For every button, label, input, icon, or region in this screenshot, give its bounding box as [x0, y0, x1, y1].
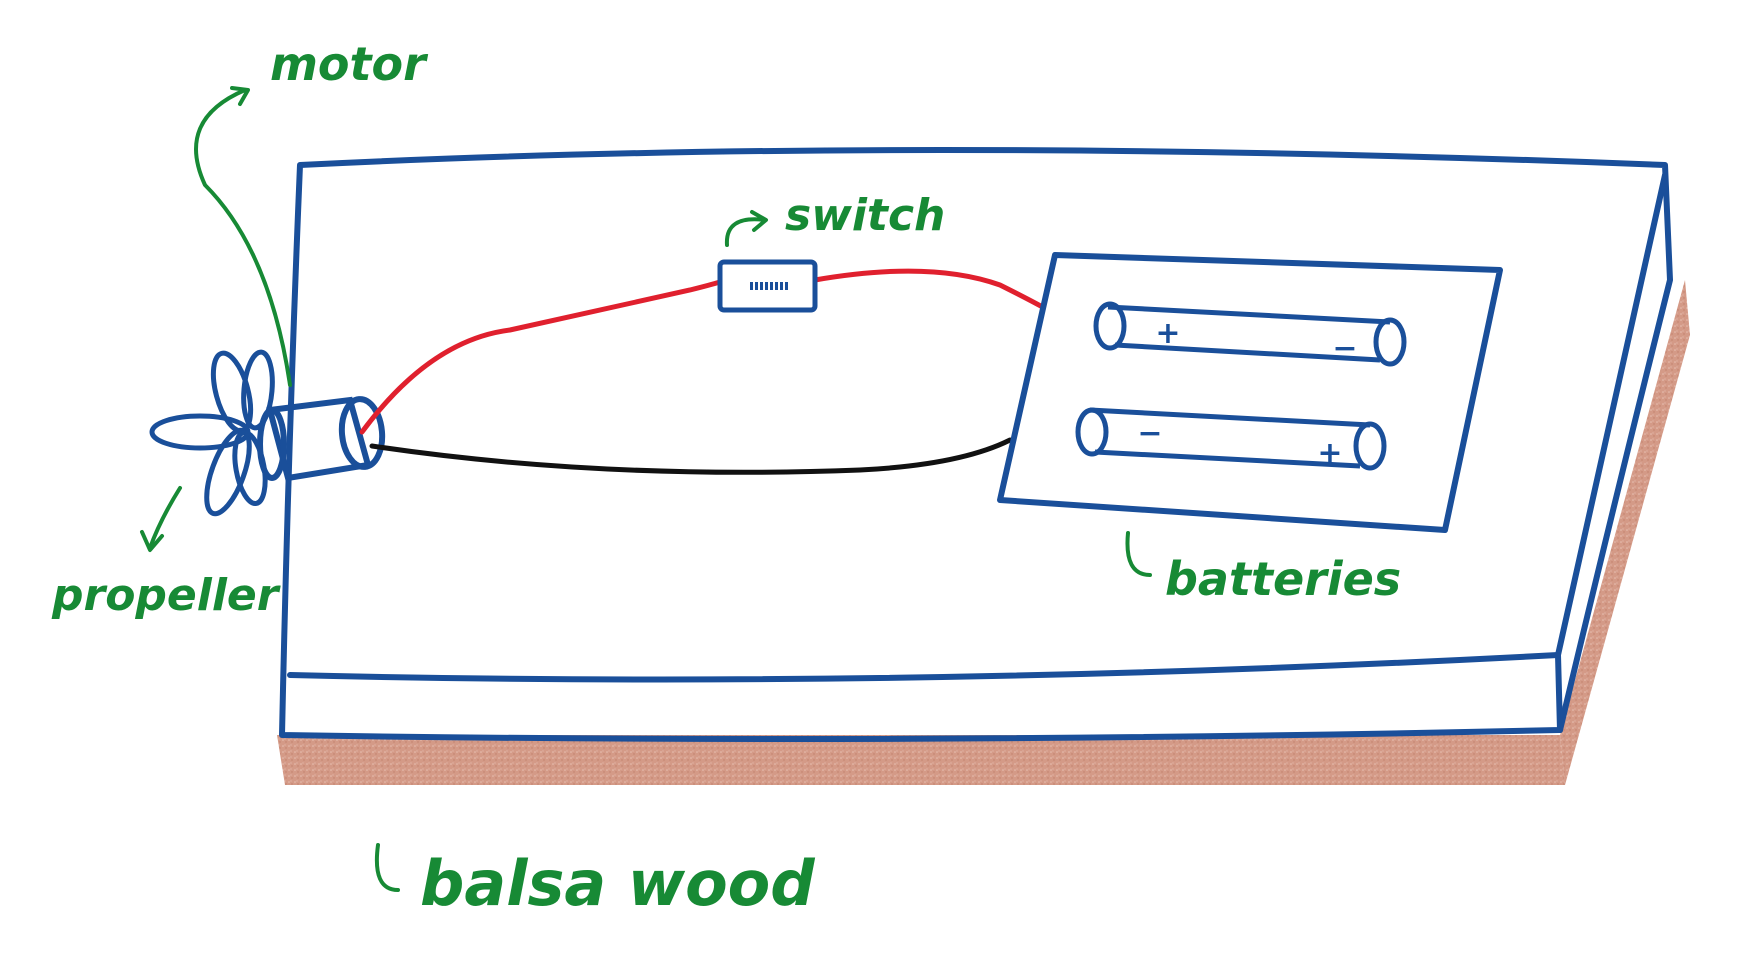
wood-front-edge — [277, 735, 1565, 785]
propeller-arrow — [148, 486, 182, 550]
battery-bottom-positive-sign: + — [1317, 436, 1342, 471]
switch-arrow — [724, 217, 767, 247]
board-corner-line — [1555, 652, 1563, 733]
board-outline — [279, 147, 1673, 742]
battery-top — [1093, 301, 1407, 367]
positive-wire — [359, 279, 723, 435]
positive-wire-battery — [812, 268, 1051, 313]
motor-arrowhead — [230, 86, 250, 106]
propeller — [149, 349, 275, 517]
board-front-line — [287, 652, 1561, 683]
battery-bottom-negative-sign: − — [1137, 416, 1162, 451]
motor-arrow — [194, 88, 292, 387]
battery-top-positive-sign: + — [1155, 316, 1180, 351]
motor — [257, 396, 386, 482]
board-side-line — [1555, 172, 1668, 658]
switch-arrowhead — [750, 210, 768, 232]
balsa-wood-hook — [374, 843, 400, 892]
battery-bottom — [1075, 407, 1387, 471]
battery-holder: + − − + — [997, 252, 1503, 533]
batteries-label: batteries — [1165, 552, 1401, 606]
switch-label: switch — [785, 190, 945, 241]
switch — [717, 259, 818, 313]
label-arrows — [140, 86, 1152, 892]
propeller-arrowhead — [140, 530, 164, 552]
balsa-wood-label: balsa wood — [420, 847, 815, 920]
negative-wire — [369, 437, 1013, 475]
wood-side-edge — [1560, 280, 1690, 785]
motor-label: motor — [270, 37, 429, 91]
batteries-hook — [1125, 531, 1152, 577]
propeller-label: propeller — [51, 570, 281, 621]
battery-top-negative-sign: − — [1332, 331, 1357, 366]
wires — [359, 268, 1051, 475]
balsa-wood-base — [277, 280, 1690, 785]
